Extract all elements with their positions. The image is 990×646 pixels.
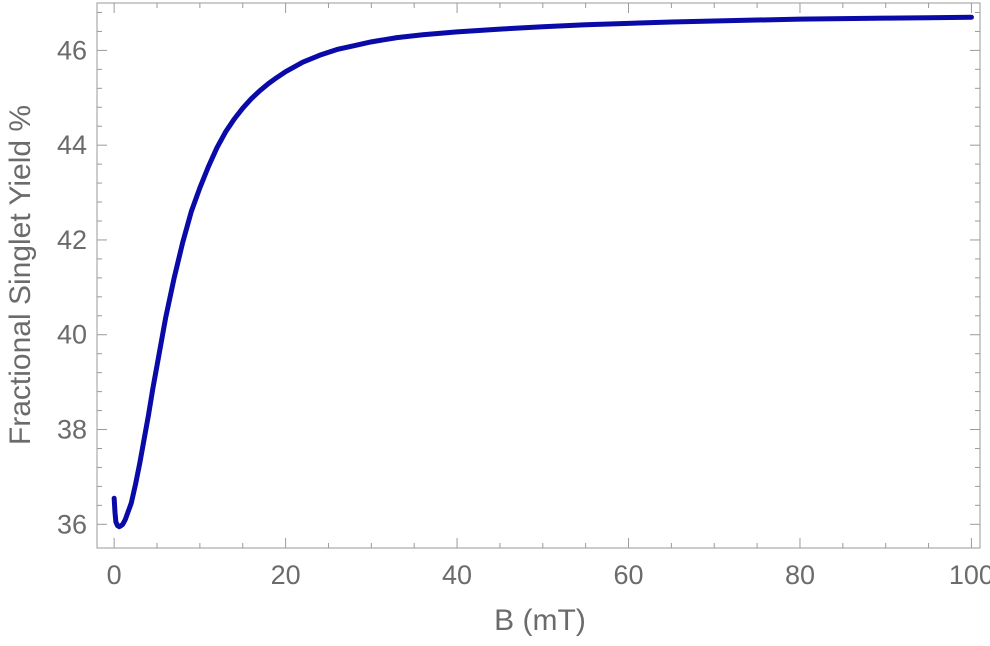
x-tick-label: 100 bbox=[949, 560, 990, 590]
x-tick-label: 80 bbox=[785, 560, 815, 590]
y-tick-label: 40 bbox=[57, 320, 87, 350]
x-tick-label: 0 bbox=[107, 560, 122, 590]
y-tick-label: 46 bbox=[57, 35, 87, 65]
x-tick-label: 40 bbox=[442, 560, 472, 590]
x-tick-label: 60 bbox=[613, 560, 643, 590]
y-tick-label: 36 bbox=[57, 509, 87, 539]
y-tick-label: 38 bbox=[57, 415, 87, 445]
plot-frame bbox=[96, 2, 981, 549]
series-line bbox=[111, 14, 974, 530]
y-tick-label: 42 bbox=[57, 225, 87, 255]
y-tick-label: 44 bbox=[57, 130, 87, 160]
y-axis-title: Fractional Singlet Yield % bbox=[4, 105, 37, 445]
x-axis-title: B (mT) bbox=[494, 604, 586, 637]
x-tick-label: 20 bbox=[271, 560, 301, 590]
